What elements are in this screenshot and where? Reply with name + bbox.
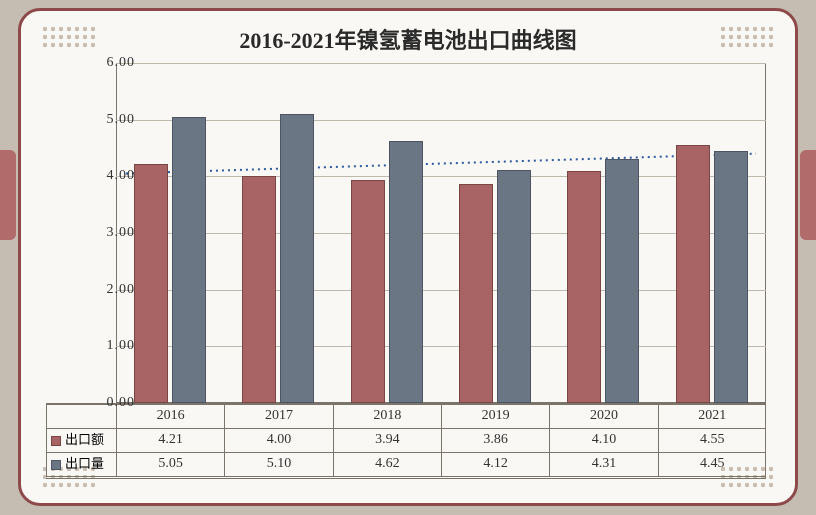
gridline [116,63,766,64]
cell-s2: 5.05 [116,452,224,476]
y-tick-label: 3.00 [107,225,136,241]
chart-card: 2016-2021年镍氢蓄电池出口曲线图 出口额出口量20164.215.052… [18,8,798,506]
cell-s2: 5.10 [224,452,332,476]
gridline [116,120,766,121]
gridline [116,233,766,234]
bar-出口额-2018 [351,180,385,403]
plot-area [116,63,766,403]
bar-出口量-2016 [172,117,206,403]
accent-left [0,150,16,240]
legend-swatch [51,460,61,470]
cell-s1: 4.10 [549,428,657,452]
gridline [116,346,766,347]
data-table: 出口额出口量20164.215.0520174.005.1020183.944.… [46,403,766,479]
bar-出口额-2019 [459,184,493,403]
table-head-blank [46,404,116,428]
y-tick-label: 6.00 [107,55,136,71]
x-category: 2019 [441,404,549,428]
y-tick-label: 4.00 [107,168,136,184]
y-tick-label: 5.00 [107,112,136,128]
bar-出口量-2020 [605,159,639,403]
bar-出口额-2020 [567,171,601,403]
legend-label: 出口额 [65,432,104,447]
x-category: 2018 [333,404,441,428]
cell-s1: 4.55 [658,428,766,452]
bar-出口量-2021 [714,151,748,403]
legend-label: 出口量 [65,456,104,471]
cell-s1: 3.94 [333,428,441,452]
gridline [116,290,766,291]
cell-s2: 4.31 [549,452,657,476]
cell-s2: 4.12 [441,452,549,476]
bar-出口额-2017 [242,176,276,403]
bar-出口量-2019 [497,170,531,403]
x-category: 2021 [658,404,766,428]
legend-swatch [51,436,61,446]
cell-s2: 4.62 [333,452,441,476]
bar-出口额-2021 [676,145,710,403]
y-tick-label: 1.00 [107,338,136,354]
cell-s2: 4.45 [658,452,766,476]
accent-right [800,150,816,240]
bar-出口量-2017 [280,114,314,403]
legend-出口额: 出口额 [46,428,116,452]
gridline [116,176,766,177]
chart-title: 2016-2021年镍氢蓄电池出口曲线图 [21,23,795,55]
x-category: 2020 [549,404,657,428]
y-tick-label: 0.00 [107,395,136,411]
bar-出口量-2018 [389,141,423,403]
legend-出口量: 出口量 [46,452,116,476]
cell-s1: 3.86 [441,428,549,452]
table-row-border [46,476,765,477]
x-category: 2017 [224,404,332,428]
cell-s1: 4.00 [224,428,332,452]
y-tick-label: 2.00 [107,282,136,298]
bar-出口额-2016 [134,164,168,403]
cell-s1: 4.21 [116,428,224,452]
